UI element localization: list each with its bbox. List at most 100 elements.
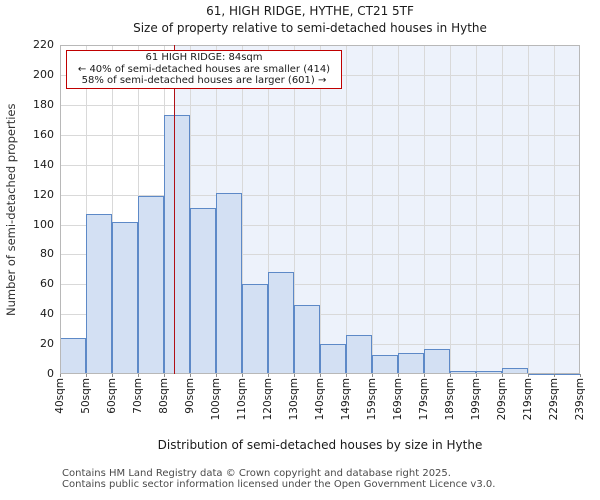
y-tick-label: 140 [33, 157, 54, 171]
footer-line-2: Contains public sector information licen… [62, 479, 496, 490]
x-tick-mark [138, 374, 139, 377]
annotation-box: 61 HIGH RIDGE: 84sqm ← 40% of semi-detac… [66, 50, 342, 89]
x-tick-label: 50sqm [79, 378, 92, 414]
x-tick-mark [580, 374, 581, 377]
y-tick-label: 80 [40, 247, 54, 261]
x-gridline [398, 45, 399, 374]
x-tick-label: 239sqm [573, 378, 586, 421]
y-tick-label: 120 [33, 187, 54, 201]
x-tick-mark [398, 374, 399, 377]
x-tick-mark [268, 374, 269, 377]
bar [476, 371, 502, 374]
x-gridline [86, 45, 87, 374]
y-tick-label: 100 [33, 217, 54, 231]
x-tick-mark [554, 374, 555, 377]
x-tick-mark [86, 374, 87, 377]
x-tick-label: 110sqm [235, 378, 248, 421]
y-tick-label: 160 [33, 127, 54, 141]
bar [164, 115, 190, 374]
x-tick-mark [164, 374, 165, 377]
y-tick-label: 40 [40, 307, 54, 321]
bar [294, 305, 320, 374]
x-tick-label: 189sqm [443, 378, 456, 421]
chart-subtitle: Size of property relative to semi-detach… [133, 21, 487, 35]
bar [112, 221, 138, 374]
x-tick-label: 60sqm [105, 378, 118, 414]
x-gridline [502, 45, 503, 374]
y-tick-label: 20 [40, 337, 54, 351]
bar [86, 214, 112, 374]
bar [138, 196, 164, 374]
x-tick-label: 90sqm [183, 378, 196, 414]
x-tick-mark [190, 374, 191, 377]
y-tick-label: 220 [33, 38, 54, 51]
x-tick-label: 120sqm [261, 378, 274, 421]
y-axis-label: Number of semi-detached properties [4, 103, 18, 316]
x-gridline [294, 45, 295, 374]
x-gridline [112, 45, 113, 374]
x-tick-label: 219sqm [521, 378, 534, 421]
x-tick-mark [60, 374, 61, 377]
annotation-title: 61 HIGH RIDGE: 84sqm [145, 52, 263, 63]
x-tick-mark [476, 374, 477, 377]
y-tick-label: 180 [33, 97, 54, 111]
bar [424, 348, 450, 374]
bar [554, 372, 580, 375]
x-tick-mark [320, 374, 321, 377]
x-tick-mark [346, 374, 347, 377]
x-tick-label: 199sqm [469, 378, 482, 421]
x-gridline [450, 45, 451, 374]
x-tick-mark [424, 374, 425, 377]
bar [502, 368, 528, 374]
bar [346, 335, 372, 374]
x-gridline [554, 45, 555, 374]
x-tick-mark [528, 374, 529, 377]
x-tick-label: 80sqm [157, 378, 170, 414]
x-tick-label: 229sqm [547, 378, 560, 421]
bar [450, 371, 476, 374]
x-tick-mark [242, 374, 243, 377]
bar [190, 208, 216, 374]
bar [528, 372, 554, 375]
x-gridline [242, 45, 243, 374]
x-tick-label: 40sqm [53, 378, 66, 414]
bar [242, 284, 268, 374]
x-tick-label: 159sqm [365, 378, 378, 421]
x-tick-mark [112, 374, 113, 377]
x-tick-label: 149sqm [339, 378, 352, 421]
bar [268, 272, 294, 374]
property-size-marker-line [173, 45, 176, 374]
x-tick-label: 179sqm [417, 378, 430, 421]
x-tick-mark [216, 374, 217, 377]
x-gridline [424, 45, 425, 374]
annotation-smaller-text: ← 40% of semi-detached houses are smalle… [77, 63, 331, 75]
license-footer: Contains HM Land Registry data © Crown c… [62, 468, 495, 490]
x-tick-mark [450, 374, 451, 377]
x-tick-label: 70sqm [131, 378, 144, 414]
x-tick-label: 140sqm [313, 378, 326, 421]
chart-title: 61, HIGH RIDGE, HYTHE, CT21 5TF [206, 4, 414, 18]
bar [60, 338, 86, 374]
annotation-larger-text: 58% of semi-detached houses are larger (… [81, 75, 327, 87]
x-tick-label: 209sqm [495, 378, 508, 421]
x-gridline [528, 45, 529, 374]
x-gridline [346, 45, 347, 374]
y-tick-label: 0 [47, 367, 54, 380]
x-tick-label: 100sqm [209, 378, 222, 421]
x-tick-label: 169sqm [391, 378, 404, 421]
x-tick-label: 130sqm [287, 378, 300, 421]
x-gridline [268, 45, 269, 374]
x-axis-label: Distribution of semi-detached houses by … [157, 438, 483, 452]
x-gridline [320, 45, 321, 374]
x-gridline [372, 45, 373, 374]
bar [320, 344, 346, 374]
bar [216, 193, 242, 374]
y-tick-label: 60 [40, 277, 54, 291]
x-tick-mark [502, 374, 503, 377]
x-gridline [476, 45, 477, 374]
x-tick-mark [372, 374, 373, 377]
x-tick-mark [294, 374, 295, 377]
bar [398, 353, 424, 374]
bar [372, 354, 398, 374]
